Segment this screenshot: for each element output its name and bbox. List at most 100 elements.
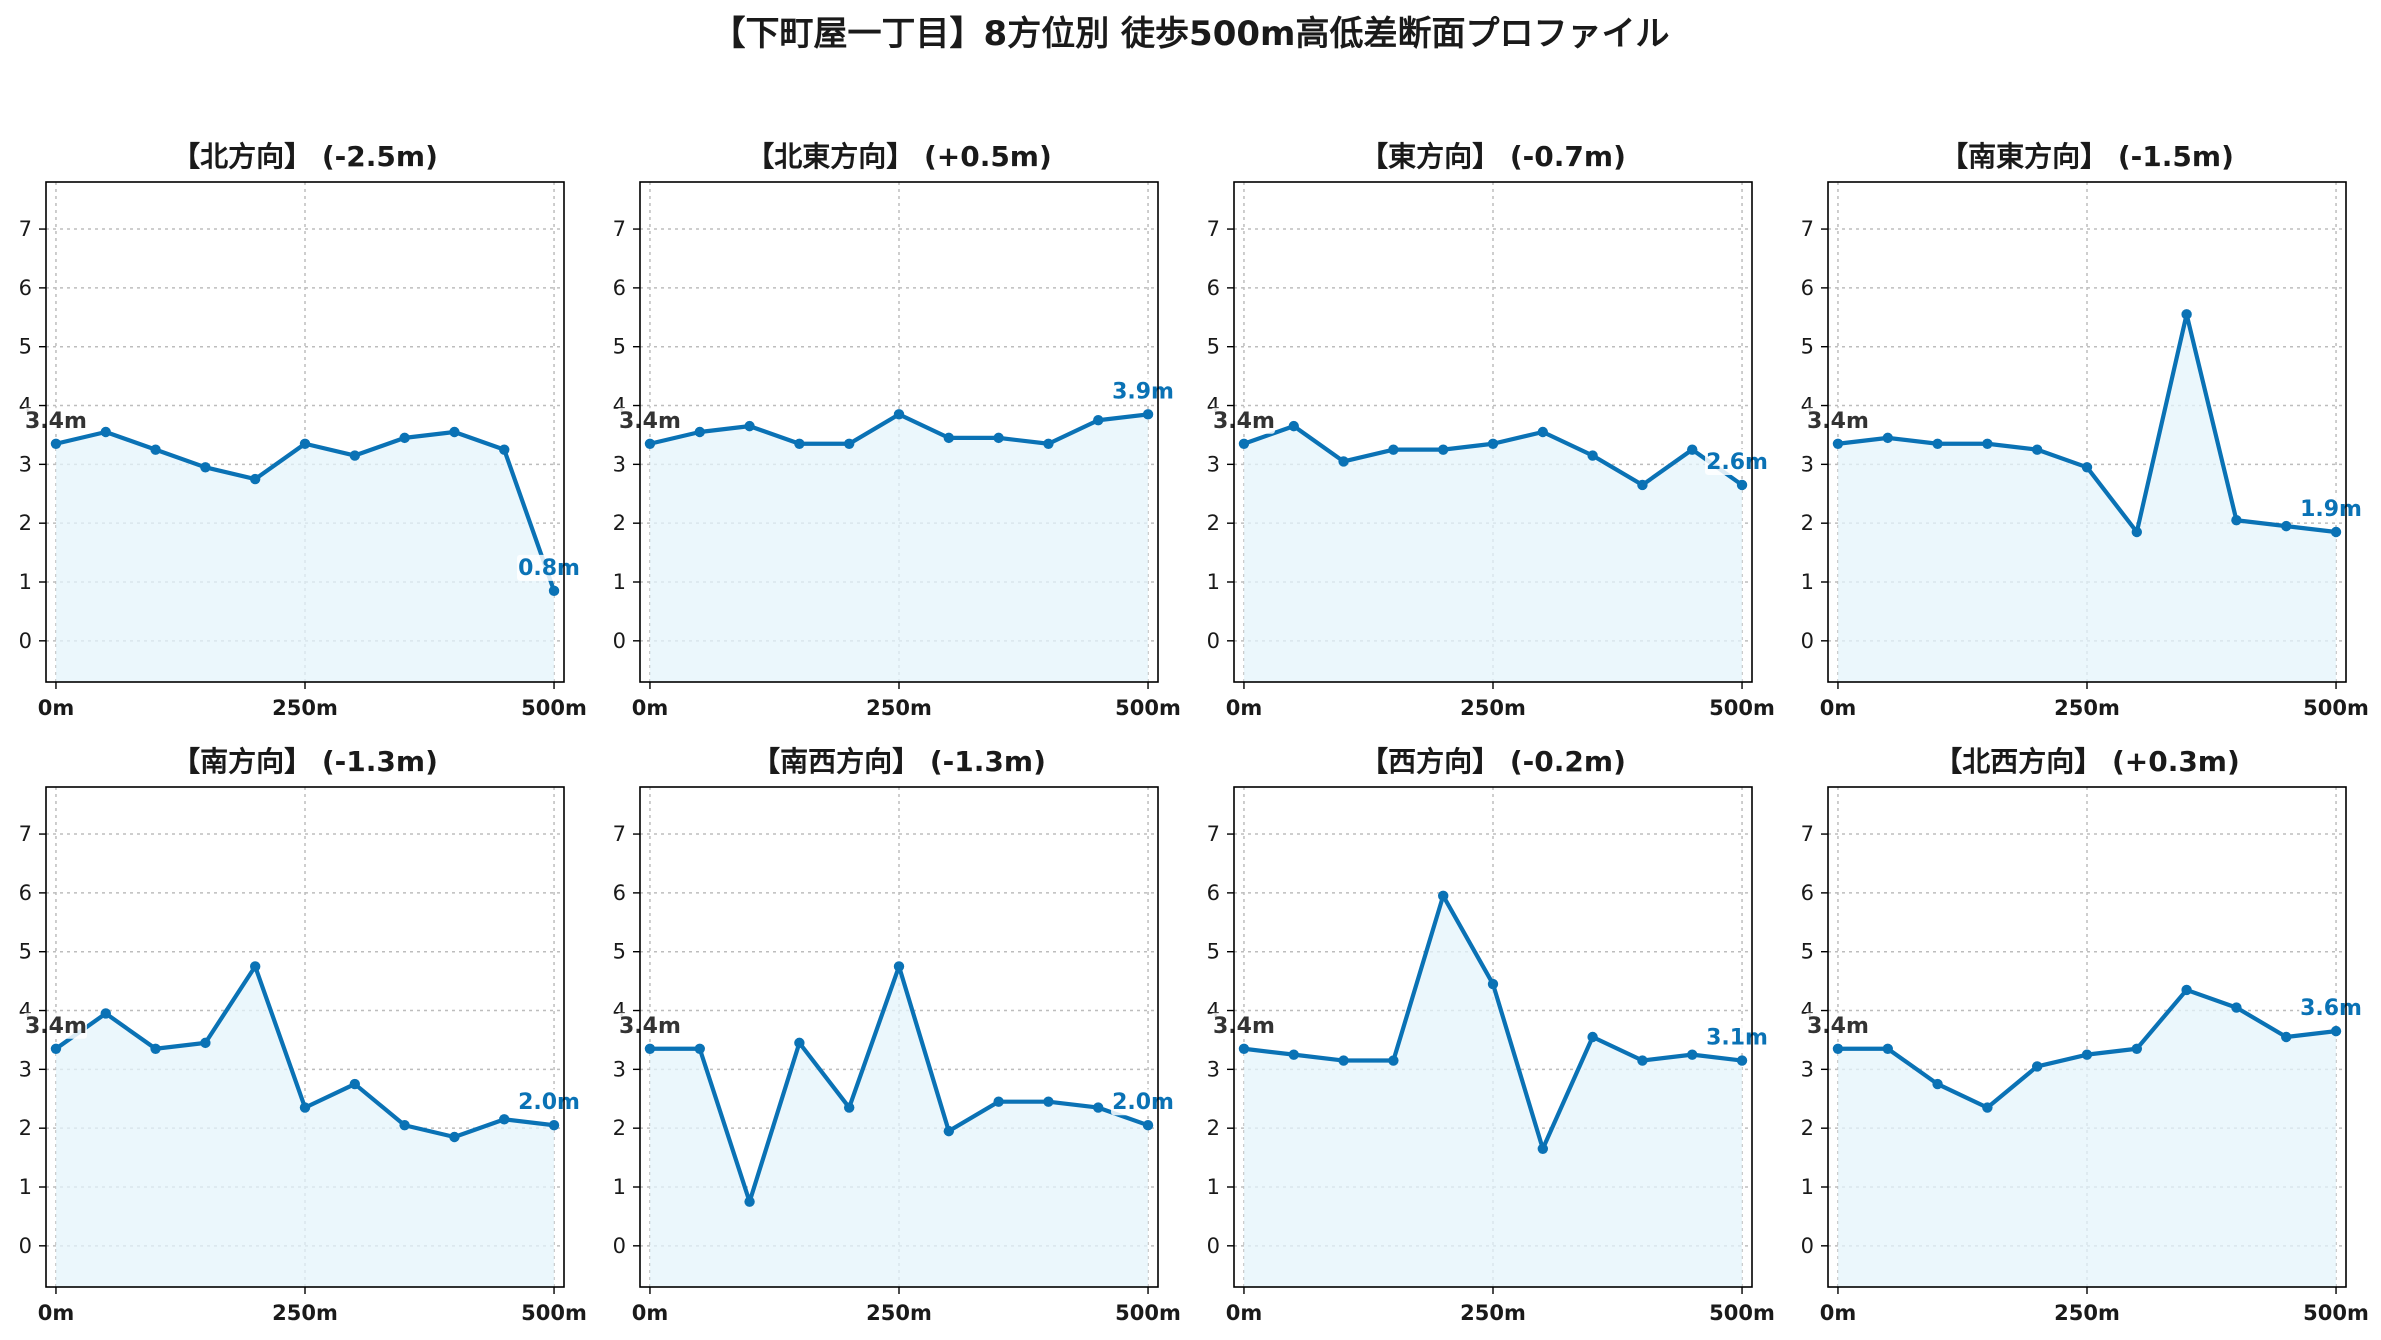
elevation-point [943, 432, 955, 444]
elevation-point [843, 438, 855, 449]
x-tick-label: 500m [1709, 696, 1775, 720]
elevation-point [1238, 438, 1250, 449]
elevation-point [1142, 1120, 1154, 1131]
elevation-point [100, 426, 111, 438]
elevation-point [2031, 1061, 2043, 1072]
elevation-point [299, 438, 311, 449]
panel-title: 【北西方向】 (+0.3m) [1934, 745, 2240, 778]
elevation-point [2181, 309, 2192, 320]
elevation-point [1982, 1102, 1993, 1113]
y-tick-label: 5 [1801, 940, 1814, 964]
end-label-background [1111, 378, 1176, 405]
elevation-point [1687, 1049, 1698, 1060]
end-label-background [2299, 496, 2364, 522]
elevation-point [644, 1043, 656, 1054]
y-tick-label: 7 [1801, 822, 1814, 846]
start-elevation-label: 3.4m [1807, 1014, 1869, 1039]
elevation-area [1243, 895, 1743, 1287]
elevation-point [893, 409, 905, 420]
elevation-area [649, 966, 1149, 1287]
elevation-point [1142, 409, 1154, 420]
start-label-background [1804, 407, 1869, 434]
y-tick-label: 2 [19, 1116, 32, 1140]
x-tick-label: 500m [1709, 1301, 1775, 1325]
elevation-point [2330, 1025, 2342, 1037]
elevation-point [1487, 978, 1499, 990]
x-tick-label: 250m [272, 1301, 338, 1325]
elevation-point [2181, 984, 2192, 996]
x-tick-label: 0m [632, 1301, 669, 1325]
y-tick-label: 0 [613, 1234, 626, 1258]
plot-frame [45, 786, 565, 1288]
elevation-point [694, 1043, 705, 1054]
panel-title: 【北東方向】 (+0.5m) [746, 140, 1052, 173]
end-elevation-label: 1.9m [2300, 497, 2362, 522]
start-elevation-label: 3.4m [1213, 409, 1275, 434]
x-tick-label: 0m [632, 696, 669, 720]
plot-frame [45, 181, 565, 683]
y-tick-label: 1 [1207, 570, 1220, 594]
x-tick-label: 0m [1226, 696, 1263, 720]
x-tick-label: 250m [866, 696, 932, 720]
elevation-point [2031, 444, 2043, 455]
panel-title: 【東方向】 (-0.7m) [1360, 140, 1626, 173]
y-tick-label: 2 [1207, 1116, 1220, 1140]
x-tick-label: 0m [1820, 696, 1857, 720]
y-tick-label: 0 [1207, 629, 1220, 653]
end-elevation-label: 2.0m [1112, 1090, 1174, 1115]
y-tick-label: 3 [1801, 452, 1814, 476]
y-tick-label: 7 [19, 217, 32, 241]
y-tick-label: 3 [613, 1057, 626, 1081]
y-tick-label: 0 [19, 629, 32, 653]
y-tick-label: 1 [19, 570, 32, 594]
plot-frame [1233, 181, 1753, 683]
elevation-point [50, 438, 62, 449]
elevation-point [349, 1078, 361, 1090]
elevation-point [1832, 438, 1844, 449]
elevation-area [1837, 314, 2337, 682]
y-tick-label: 3 [19, 452, 32, 476]
y-tick-label: 6 [613, 276, 626, 300]
elevation-point [744, 1196, 755, 1207]
elevation-point [794, 438, 805, 449]
y-tick-label: 6 [1801, 276, 1814, 300]
elevation-point [2231, 1002, 2242, 1013]
x-tick-label: 250m [1460, 1301, 1526, 1325]
start-label-background [22, 407, 87, 434]
elevation-point [1437, 890, 1449, 902]
elevation-point [1637, 479, 1648, 491]
elevation-point [1388, 444, 1399, 455]
x-tick-label: 0m [1820, 1301, 1857, 1325]
elevation-point [499, 444, 510, 455]
y-tick-label: 7 [19, 822, 32, 846]
panel-title: 【西方向】 (-0.2m) [1360, 745, 1626, 778]
elevation-point [694, 426, 705, 438]
elevation-point [2131, 526, 2143, 538]
y-tick-label: 6 [1801, 881, 1814, 905]
x-tick-label: 250m [272, 696, 338, 720]
y-tick-label: 2 [613, 1116, 626, 1140]
elevation-area [55, 432, 555, 682]
elevation-point [1882, 432, 1893, 444]
y-tick-label: 2 [1801, 1116, 1814, 1140]
panel-title: 【南方向】 (-1.3m) [172, 745, 438, 778]
elevation-point [1932, 1078, 1943, 1090]
elevation-point [299, 1102, 311, 1113]
elevation-point [993, 1096, 1004, 1107]
elevation-point [200, 462, 211, 473]
elevation-point [150, 1043, 161, 1054]
y-tick-label: 5 [1207, 940, 1220, 964]
y-tick-label: 0 [19, 1234, 32, 1258]
elevation-point [1637, 1055, 1648, 1066]
y-tick-label: 2 [19, 511, 32, 535]
end-label-background [1705, 1024, 1770, 1051]
elevation-point [1736, 479, 1748, 491]
elevation-point [1288, 1049, 1299, 1060]
elevation-point [1388, 1055, 1399, 1066]
elevation-point [943, 1125, 955, 1137]
elevation-point [1882, 1043, 1893, 1054]
y-tick-label: 0 [613, 629, 626, 653]
